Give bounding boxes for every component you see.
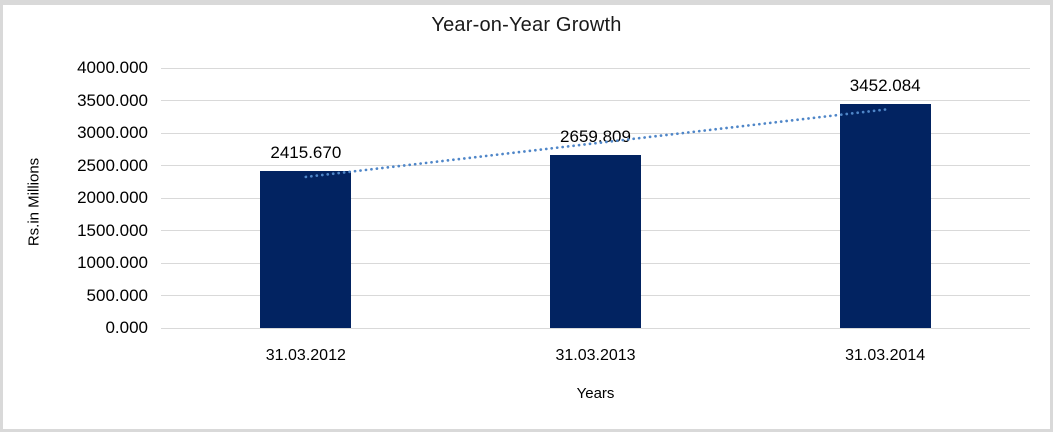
y-tick-label: 2000.000	[77, 188, 148, 207]
data-label: 3452.084	[849, 75, 921, 95]
y-tick-label: 1500.000	[77, 220, 148, 240]
y-tick-label: 2500.000	[77, 155, 148, 175]
gridline	[161, 100, 1030, 101]
chart-title: Year-on-Year Growth	[431, 14, 622, 36]
y-tick-label: 0.000	[105, 318, 148, 337]
x-tick-label: 31.03.2014	[845, 347, 926, 364]
bar	[260, 170, 352, 328]
y-tick-label: 4000.000	[77, 58, 148, 77]
y-tick-label: 1000.000	[77, 253, 148, 272]
bar	[839, 103, 931, 328]
x-axis-title: Years	[576, 385, 615, 402]
x-tick-label: 31.03.2012	[265, 347, 346, 364]
data-label: 2415.670	[270, 142, 342, 162]
y-tick-label: 3500.000	[77, 90, 148, 110]
gridline	[161, 327, 1030, 329]
data-label: 2659.809	[560, 127, 631, 147]
y-tick-label: 3000.000	[77, 123, 148, 142]
gridline	[161, 67, 1030, 69]
y-tick-label: 500.000	[86, 285, 148, 305]
x-tick-label: 31.03.2013	[555, 347, 636, 364]
bar	[550, 155, 641, 328]
